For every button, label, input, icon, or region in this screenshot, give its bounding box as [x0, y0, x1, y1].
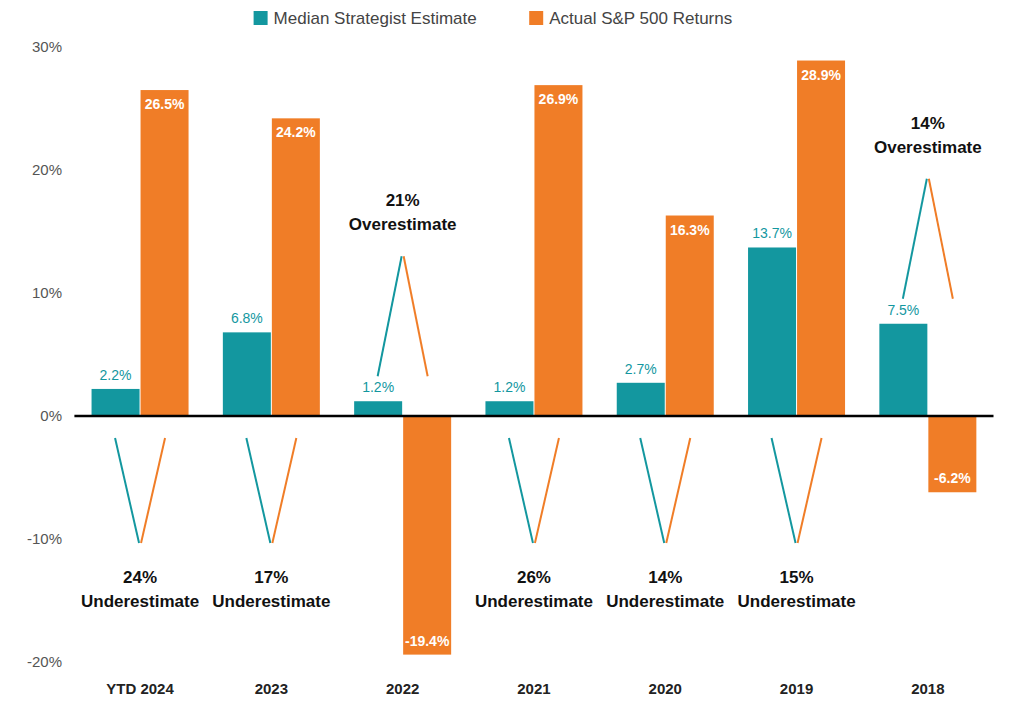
annotation-text: Underestimate	[475, 592, 593, 611]
annotations: 24% Underestimate 17% Underestimate 21% Overe…	[81, 114, 982, 611]
annotation-line	[798, 438, 822, 543]
y-tick-label: 20%	[32, 161, 62, 178]
data-label: 26.5%	[145, 96, 185, 112]
annotation-text: Underestimate	[606, 592, 724, 611]
annotation-text: 14%	[911, 114, 945, 133]
bar	[272, 118, 320, 416]
bar	[748, 247, 796, 416]
data-label: 24.2%	[276, 124, 316, 140]
data-label: 13.7%	[752, 225, 792, 241]
data-label: 2.2%	[100, 367, 132, 383]
data-label: 6.8%	[231, 310, 263, 326]
data-label: -19.4%	[405, 633, 450, 649]
annotation-line	[640, 438, 664, 543]
bar	[485, 401, 533, 416]
bar	[879, 324, 927, 416]
annotation-line	[272, 438, 296, 543]
legend-label: Actual S&P 500 Returns	[549, 9, 732, 28]
data-label: 7.5%	[887, 302, 919, 318]
annotation-line	[246, 438, 270, 543]
x-tick-label: 2019	[780, 680, 813, 697]
bar	[534, 85, 582, 416]
y-tick-label: -10%	[27, 530, 62, 547]
annotation-text: 26%	[517, 568, 551, 587]
annotation-line	[509, 438, 533, 543]
annotation-text: Overestimate	[349, 215, 457, 234]
annotation-text: Overestimate	[874, 138, 982, 157]
bar	[354, 401, 402, 416]
annotation-line	[378, 256, 402, 376]
annotation-text: 21%	[386, 191, 420, 210]
data-labels: 2.2% 6.8% 1.2% 1.2% 2.7% 13.7% 7.5% 26.5% 24.2% -…	[100, 67, 972, 649]
annotation-text: Underestimate	[81, 592, 199, 611]
annotation-text: 15%	[780, 568, 814, 587]
annotation-line	[404, 256, 428, 376]
y-tick-label: 0%	[40, 407, 62, 424]
y-tick-label: 10%	[32, 284, 62, 301]
data-label: 1.2%	[362, 379, 394, 395]
data-label: -6.2%	[934, 470, 971, 486]
y-axis: -20% -10% 0% 10% 20% 30%	[27, 38, 70, 670]
bar	[403, 416, 451, 655]
x-axis: YTD 2024 2023 2022 2021 2020 2019 2018	[106, 680, 944, 697]
annotation-line	[929, 179, 953, 299]
bar	[666, 216, 714, 416]
y-tick-label: -20%	[27, 653, 62, 670]
zero-line	[74, 415, 993, 418]
x-tick-label: 2023	[255, 680, 288, 697]
x-tick-label: 2022	[386, 680, 419, 697]
x-tick-label: 2020	[649, 680, 682, 697]
annotation-text: 24%	[123, 568, 157, 587]
bar	[223, 332, 271, 416]
bars	[92, 61, 977, 655]
bar	[928, 416, 976, 492]
data-label: 26.9%	[539, 91, 579, 107]
annotation-text: Underestimate	[212, 592, 330, 611]
data-label: 1.2%	[493, 379, 525, 395]
data-label: 28.9%	[801, 67, 841, 83]
annotation-line	[115, 438, 139, 543]
annotation-line	[666, 438, 690, 543]
data-label: 2.7%	[625, 361, 657, 377]
annotation-line	[535, 438, 559, 543]
data-label: 16.3%	[670, 222, 710, 238]
legend-swatch	[529, 11, 543, 25]
legend-swatch	[254, 11, 268, 25]
x-tick-label: 2021	[517, 680, 550, 697]
y-tick-label: 30%	[32, 38, 62, 55]
annotation-text: 14%	[648, 568, 682, 587]
chart: Median Strategist Estimate Actual S&P 500…	[0, 0, 1024, 709]
bar	[797, 61, 845, 416]
x-tick-label: 2018	[911, 680, 944, 697]
legend: Median Strategist Estimate Actual S&P 500…	[254, 9, 733, 28]
annotation-line	[772, 438, 796, 543]
bar	[92, 389, 140, 416]
bar	[141, 90, 189, 416]
annotation-line	[903, 179, 927, 299]
annotation-text: Underestimate	[737, 592, 855, 611]
annotation-line	[141, 438, 165, 543]
annotation-text: 17%	[254, 568, 288, 587]
x-tick-label: YTD 2024	[106, 680, 174, 697]
bar	[617, 383, 665, 416]
legend-label: Median Strategist Estimate	[274, 9, 477, 28]
